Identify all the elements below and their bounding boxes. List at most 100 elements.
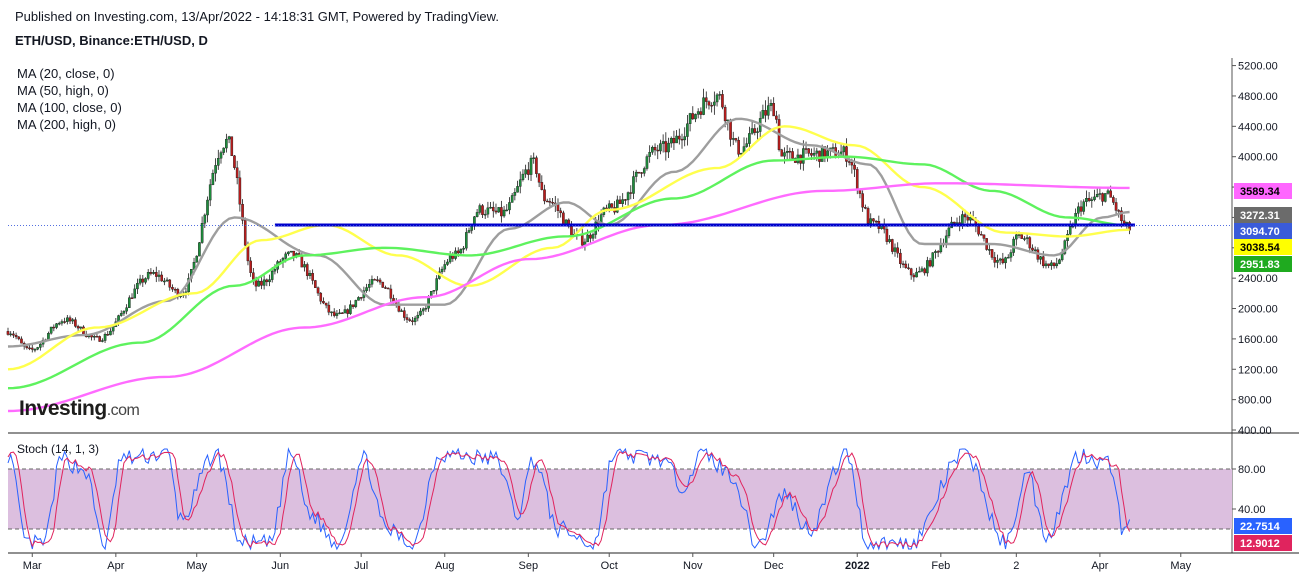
candle xyxy=(518,171,522,194)
candle xyxy=(227,135,231,144)
ma20-value-badge: 3272.31 xyxy=(1234,207,1292,223)
candle-body xyxy=(616,199,619,213)
candle-body xyxy=(963,214,967,218)
candle xyxy=(780,148,784,157)
candle-body xyxy=(516,186,519,193)
indicator-ma100-label[interactable]: MA (100, close, 0) xyxy=(17,100,122,115)
time-tick-label: Aug xyxy=(435,560,455,572)
candle-body xyxy=(640,172,643,174)
candle-body xyxy=(122,310,126,314)
candle xyxy=(645,154,649,171)
candle-body xyxy=(753,128,757,133)
candle xyxy=(411,316,414,326)
candle-body xyxy=(915,271,918,278)
candle xyxy=(629,185,633,200)
candle-body xyxy=(225,138,228,149)
candle-body xyxy=(917,271,921,273)
candle-body xyxy=(953,221,956,224)
candle xyxy=(238,170,242,212)
candle-body xyxy=(168,279,172,288)
candle-body xyxy=(896,247,899,254)
candle-body xyxy=(467,230,471,233)
candle xyxy=(909,267,913,280)
candle-body xyxy=(284,253,287,259)
candle-body xyxy=(818,150,821,162)
candle-body xyxy=(262,279,266,286)
candle xyxy=(513,188,517,201)
candle-body xyxy=(820,146,824,162)
candle-body xyxy=(715,94,719,103)
candle xyxy=(990,249,994,260)
candle xyxy=(1058,258,1061,265)
candle-body xyxy=(491,206,495,212)
candle-body xyxy=(478,205,482,213)
candle xyxy=(505,204,509,212)
candle-body xyxy=(79,326,83,329)
candle-body xyxy=(1068,226,1072,235)
candle-body xyxy=(36,347,39,350)
candle-body xyxy=(804,148,808,150)
candle xyxy=(640,172,643,178)
candle-body xyxy=(645,156,649,169)
candle-body xyxy=(1077,206,1080,214)
candle-body xyxy=(756,131,759,133)
candle-body xyxy=(1122,220,1126,224)
candle xyxy=(637,171,641,174)
time-tick-label: May xyxy=(1170,560,1191,572)
stoch-label[interactable]: Stoch (14, 1, 3) xyxy=(17,442,100,456)
candle-body xyxy=(562,212,565,225)
candle-body xyxy=(357,297,360,301)
candle-body xyxy=(872,218,875,222)
candle xyxy=(982,234,986,242)
candle xyxy=(580,228,584,249)
candle xyxy=(136,278,139,295)
candle xyxy=(98,335,101,342)
candle xyxy=(332,308,336,318)
candle-body xyxy=(152,272,155,274)
candle-body xyxy=(996,260,999,263)
indicator-ma200-label[interactable]: MA (200, high, 0) xyxy=(17,117,116,132)
candle xyxy=(367,279,371,292)
candle-body xyxy=(305,264,309,276)
candle-body xyxy=(694,114,697,120)
candle xyxy=(610,202,614,209)
time-tick-label: Apr xyxy=(107,560,124,572)
candle-body xyxy=(216,158,220,166)
candle xyxy=(936,249,940,258)
candle-body xyxy=(675,135,678,144)
candle xyxy=(621,193,624,208)
candle-body xyxy=(772,103,775,117)
candle xyxy=(160,271,163,282)
candle-body xyxy=(766,105,770,116)
candle xyxy=(478,203,482,215)
candle xyxy=(845,138,848,168)
candle-body xyxy=(904,263,908,268)
candle xyxy=(591,232,595,242)
candle xyxy=(1009,249,1013,262)
candle xyxy=(489,201,492,209)
candle-body xyxy=(688,113,692,124)
indicator-ma50-label[interactable]: MA (50, high, 0) xyxy=(17,83,109,98)
candle-body xyxy=(912,274,916,278)
candle xyxy=(462,246,465,254)
candle xyxy=(888,235,891,244)
candle-body xyxy=(734,138,738,141)
candle-body xyxy=(775,115,778,120)
candle-body xyxy=(990,249,994,258)
candle-body xyxy=(527,169,530,175)
candle-body xyxy=(1090,199,1094,201)
candle-body xyxy=(761,110,765,119)
candle-body xyxy=(157,274,161,277)
candle xyxy=(1128,220,1131,235)
candle xyxy=(915,267,918,278)
candle xyxy=(613,201,616,215)
stoch-k-line xyxy=(7,447,1131,551)
candle-body xyxy=(138,278,142,284)
investing-logo: Investing.com xyxy=(19,397,140,420)
candle xyxy=(1044,260,1048,269)
candle xyxy=(753,124,757,136)
candle xyxy=(230,136,234,157)
indicator-ma20-label[interactable]: MA (20, close, 0) xyxy=(17,66,115,81)
candle-body xyxy=(359,297,363,299)
candle xyxy=(200,216,204,244)
